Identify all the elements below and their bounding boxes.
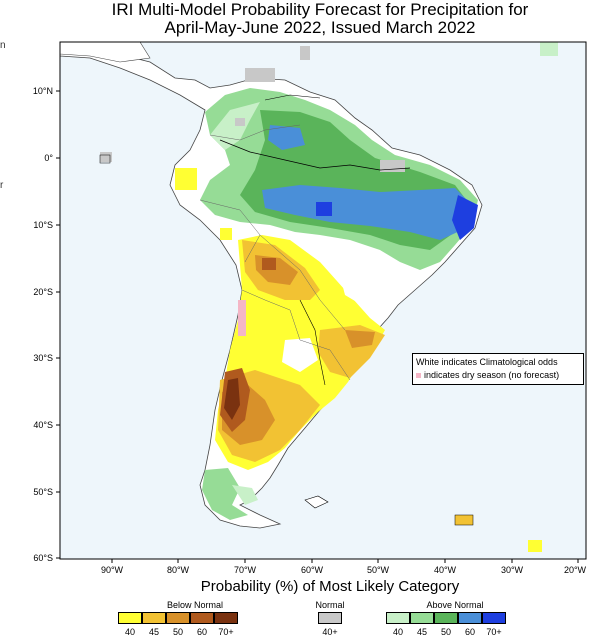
note-dry-text: indicates dry season (no forecast)	[424, 370, 560, 380]
country-borders	[199, 124, 351, 381]
side-fragment-r: r	[0, 180, 4, 191]
map-title-line2: April-May-June 2022, Issued March 2022	[164, 18, 476, 37]
land-central-america	[60, 42, 151, 63]
orinoco-river	[264, 94, 321, 101]
legend-swatch-above-70plus	[482, 612, 506, 624]
climatological-patch-south	[282, 338, 318, 372]
below-normal-region-70	[224, 378, 240, 420]
below-normal-region-50c	[345, 330, 375, 348]
side-fragment-n: n	[0, 40, 6, 51]
legend-swatch-normal-40plus	[318, 612, 342, 624]
lon-label-90w: 90°W	[101, 565, 124, 575]
lon-label-60w: 60°W	[301, 565, 324, 575]
lat-label-30s: 30°S	[33, 353, 53, 363]
south-georgia	[454, 514, 474, 526]
legend-value-below-60: 60	[196, 627, 207, 637]
legend-swatch-above-45	[410, 612, 434, 624]
lon-label-80w: 80°W	[167, 565, 190, 575]
legend-value-above-50: 50	[440, 627, 451, 637]
legend-value-above-45: 45	[416, 627, 427, 637]
below-normal-patch-west-small	[220, 228, 232, 240]
lat-label-40s: 40°S	[33, 420, 53, 430]
above-normal-region-patagonia	[202, 468, 248, 520]
longitude-axis: 90°W 80°W 70°W 60°W 50°W 40°W 30°W 20°W	[101, 559, 587, 575]
lon-label-20w: 20°W	[564, 565, 587, 575]
legend-swatch-below-40	[118, 612, 142, 624]
legend-value-above-60: 60	[464, 627, 475, 637]
note-line-climatological: White indicates Climatological odds	[416, 357, 558, 367]
climatological-patch-east	[338, 262, 400, 310]
galapagos	[99, 154, 111, 164]
normal-patch-northeast	[380, 160, 405, 172]
legend-swatch-below-60	[190, 612, 214, 624]
note-line-dry-season: indicates dry season (no forecast)	[416, 369, 580, 382]
ocean-patch-east	[540, 42, 558, 56]
normal-patch-north-2	[300, 46, 310, 60]
legend-value-above-70plus: 70+	[486, 627, 502, 637]
legend-value-above-40: 40	[392, 627, 403, 637]
lat-label-50s: 50°S	[33, 487, 53, 497]
lat-label-10n: 10°N	[33, 86, 53, 96]
lon-label-40w: 40°W	[434, 565, 457, 575]
map-frame	[59, 41, 587, 560]
normal-patch-mid	[235, 118, 245, 126]
map-title-line1: IRI Multi-Model Probability Forecast for…	[111, 0, 529, 19]
falkland-islands	[304, 495, 329, 509]
map-note-box: White indicates Climatological odds indi…	[412, 353, 584, 385]
normal-patch-west	[100, 152, 112, 162]
lat-label-10s: 10°S	[33, 220, 53, 230]
lon-label-70w: 70°W	[234, 565, 257, 575]
above-normal-patagonia-light	[232, 485, 258, 505]
dry-season-strip	[238, 300, 246, 336]
dry-season-swatch	[416, 373, 421, 379]
legend-swatch-below-70plus	[214, 612, 238, 624]
below-normal-patch-west	[175, 168, 197, 190]
above-normal-region-70	[452, 195, 478, 240]
above-normal-region-60-north	[268, 125, 305, 150]
below-normal-patch-ocean	[528, 540, 542, 552]
legend-normal-label: Normal	[315, 600, 345, 610]
latitude-axis: 10°N 0° 10°S 20°S 30°S 40°S 50°S 60°S	[33, 86, 60, 563]
lat-label-20s: 20°S	[33, 287, 53, 297]
lon-label-30w: 30°W	[501, 565, 524, 575]
amazon-river	[219, 139, 411, 171]
legend-value-below-70plus: 70+	[218, 627, 234, 637]
above-normal-region-60	[262, 185, 472, 240]
legend-below-label: Below Normal	[166, 600, 224, 610]
lon-label-50w: 50°W	[367, 565, 390, 575]
normal-patch-north	[245, 68, 275, 82]
lat-label-0: 0°	[44, 153, 53, 163]
legend-swatch-below-50	[166, 612, 190, 624]
legend-value-below-40: 40	[124, 627, 135, 637]
legend-title: Probability (%) of Most Likely Category	[200, 578, 460, 595]
parana-river	[299, 299, 326, 386]
legend-swatch-below-45	[142, 612, 166, 624]
legend-swatch-above-50	[434, 612, 458, 624]
legend-value-normal-40plus: 40+	[322, 627, 338, 637]
legend-value-below-45: 45	[148, 627, 159, 637]
below-normal-patch-60	[262, 258, 276, 270]
legend-swatch-above-60	[458, 612, 482, 624]
legend-value-below-50: 50	[172, 627, 183, 637]
above-normal-patch-70-central	[316, 202, 332, 216]
legend-above-label: Above Normal	[426, 600, 484, 610]
lat-label-60s: 60°S	[33, 553, 53, 563]
legend-swatch-above-40	[386, 612, 410, 624]
